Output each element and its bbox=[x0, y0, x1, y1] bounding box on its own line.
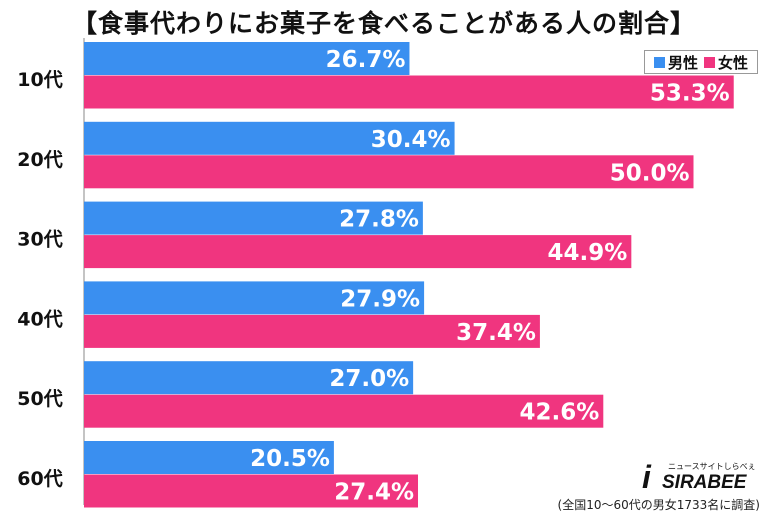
bar-female bbox=[84, 155, 694, 189]
legend-label-male: 男性 bbox=[667, 53, 698, 72]
bar-female bbox=[84, 235, 632, 269]
bar-male bbox=[84, 281, 425, 315]
chart-title: 【食事代わりにお菓子を食べることがある人の割合】 bbox=[71, 9, 696, 38]
data-label-male: 27.9% bbox=[340, 286, 420, 312]
legend-item-male: 男性 bbox=[653, 52, 698, 73]
legend-swatch-male bbox=[653, 56, 665, 68]
legend-label-female: 女性 bbox=[717, 53, 748, 72]
data-label-female: 53.3% bbox=[650, 81, 730, 107]
bar-female bbox=[84, 75, 734, 109]
bar-female bbox=[84, 314, 540, 348]
bar-male bbox=[84, 201, 423, 235]
chart-legend: 男性 女性 bbox=[643, 50, 758, 74]
data-label-male: 27.8% bbox=[339, 207, 419, 233]
legend-item-female: 女性 bbox=[703, 52, 748, 73]
data-label-male: 27.0% bbox=[329, 366, 409, 392]
logo-name: SIRABEE bbox=[662, 472, 748, 492]
category-label: 20代 bbox=[17, 149, 62, 171]
survey-note: (全国10～60代の男女1733名に調査) bbox=[557, 498, 760, 512]
category-label: 10代 bbox=[17, 69, 62, 91]
category-label: 50代 bbox=[17, 388, 62, 410]
category-label: 40代 bbox=[17, 308, 62, 330]
category-label: 30代 bbox=[17, 229, 62, 251]
bar-male bbox=[84, 42, 410, 75]
bar-female bbox=[84, 394, 604, 428]
data-label-female: 50.0% bbox=[610, 160, 690, 186]
data-label-female: 27.4% bbox=[334, 480, 414, 506]
bar-male bbox=[84, 361, 414, 395]
bar-male bbox=[84, 441, 334, 474]
data-label-female: 37.4% bbox=[456, 320, 536, 346]
data-label-male: 26.7% bbox=[326, 47, 406, 73]
bar-female bbox=[84, 474, 419, 508]
data-label-male: 30.4% bbox=[371, 127, 451, 153]
bar-male bbox=[84, 121, 455, 155]
logo-i-glyph: i bbox=[642, 459, 652, 492]
category-label: 60代 bbox=[17, 468, 62, 490]
sirabee-logo: i ニュースサイトしらべぇ SIRABEE bbox=[640, 458, 758, 492]
logo-tagline: ニュースサイトしらべぇ bbox=[668, 462, 756, 471]
data-label-male: 20.5% bbox=[250, 446, 330, 472]
data-label-female: 44.9% bbox=[548, 240, 628, 266]
data-label-female: 42.6% bbox=[519, 400, 599, 426]
legend-swatch-female bbox=[703, 56, 715, 68]
